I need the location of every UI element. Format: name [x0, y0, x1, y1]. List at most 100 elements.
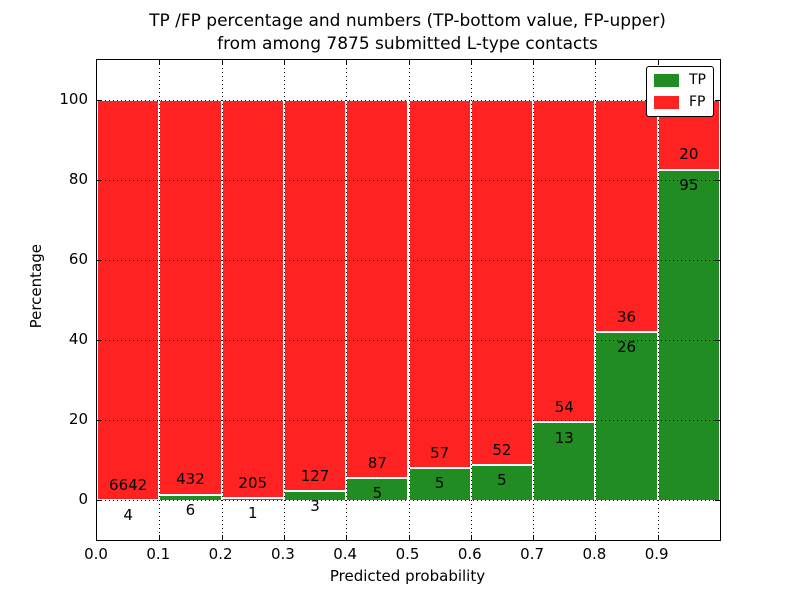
x-tick-label: 0.6 [457, 545, 482, 563]
y-tick-label: 20 [68, 409, 88, 428]
gridline-vertical [408, 60, 410, 540]
bar-label-fp: 20 [679, 145, 699, 164]
y-tick-mark [97, 260, 102, 261]
x-tick-mark [408, 535, 410, 540]
bar-segment-fp [470, 100, 534, 465]
x-tick-mark [595, 535, 597, 540]
legend: TP FP [646, 66, 714, 117]
x-tick-mark [221, 60, 223, 65]
bar-segment-fp [159, 100, 222, 495]
y-tick-mark [715, 100, 720, 101]
x-tick-label: 0.0 [84, 545, 108, 563]
chart-title-line2: from among 7875 submitted L-type contact… [217, 34, 598, 54]
bar-label-fp: 36 [616, 308, 637, 327]
y-tick-label: 60 [68, 249, 88, 268]
x-tick-mark [595, 60, 597, 65]
x-axis-label: Predicted probability [329, 567, 486, 585]
bar-label-fp: 127 [300, 466, 330, 485]
bar-label-tp: 5 [497, 471, 507, 490]
y-tick-mark [715, 500, 720, 501]
y-tick-mark [715, 260, 720, 261]
x-tick-label: 0.2 [208, 545, 233, 563]
x-tick-mark [657, 535, 659, 540]
bar-label-fp: 6642 [109, 475, 148, 494]
bar-label-fp: 57 [430, 443, 450, 462]
bar-label-tp: 6 [185, 500, 196, 519]
y-tick-label: 0 [78, 489, 88, 508]
bar-label-fp: 205 [238, 473, 268, 492]
bar-segment-fp [408, 100, 471, 468]
bar-label-tp: 3 [310, 496, 320, 515]
bar-label-tp: 4 [123, 505, 133, 524]
y-tick-mark [715, 340, 720, 341]
bar-label-tp: 13 [554, 428, 574, 447]
bar-segment-tp [533, 422, 596, 500]
x-tick-label: 0.3 [270, 545, 295, 563]
x-tick-mark [159, 535, 161, 540]
legend-swatch-fp [654, 96, 679, 109]
gridline-vertical [159, 60, 161, 540]
bar-label-tp: 5 [434, 473, 445, 492]
bar-label-tp: 95 [679, 175, 699, 194]
bar-label-fp: 54 [554, 398, 574, 417]
x-tick-mark [408, 60, 410, 65]
x-tick-mark [346, 535, 348, 540]
bar-label-tp: 26 [616, 338, 637, 357]
bar-segment-fp [283, 100, 347, 491]
legend-swatch-tp [654, 74, 679, 87]
x-tick-mark [283, 60, 285, 65]
bar-segment-fp [595, 100, 658, 333]
y-tick-label: 100 [59, 89, 88, 108]
bar-label-tp: 5 [372, 484, 383, 503]
x-tick-mark [159, 60, 161, 65]
legend-label: FP [689, 94, 706, 110]
x-tick-mark [533, 535, 535, 540]
legend-label: TP [689, 72, 706, 88]
x-tick-mark [470, 60, 472, 65]
chart-title: TP /FP percentage and numbers (TP-bottom… [96, 10, 719, 56]
x-tick-mark [283, 535, 285, 540]
plot-area: 6642 4 432 6 205 1 127 3 87 5 57 5 52 5 54 13 36 26 20 95 [96, 59, 721, 541]
bar-label-fp: 52 [492, 440, 512, 459]
bar-label-fp: 432 [176, 470, 205, 489]
bar-segment-fp [97, 100, 160, 500]
bar-segment-fp [346, 100, 409, 479]
x-tick-mark [533, 60, 535, 65]
bar-label-tp: 1 [247, 504, 258, 523]
y-tick-mark [97, 100, 102, 101]
x-tick-label: 0.5 [395, 545, 420, 563]
x-tick-label: 0.4 [333, 545, 358, 563]
y-tick-mark [715, 420, 720, 421]
bar-label-fp: 87 [367, 454, 387, 473]
gridline-vertical [221, 60, 223, 540]
gridline-vertical [346, 60, 348, 540]
x-tick-mark [346, 60, 348, 65]
y-tick-label: 80 [68, 169, 88, 188]
x-tick-label: 0.9 [644, 545, 669, 563]
y-tick-mark [715, 180, 720, 181]
gridline-vertical [657, 60, 659, 540]
gridline-vertical [533, 60, 535, 540]
legend-item: FP [654, 95, 706, 110]
x-tick-label: 0.1 [146, 545, 171, 563]
gridline-vertical [283, 60, 285, 540]
y-tick-label: 40 [68, 329, 88, 348]
bar-segment-fp [533, 100, 596, 423]
y-tick-mark [97, 340, 102, 341]
x-tick-mark [221, 535, 223, 540]
legend-item: TP [654, 73, 706, 88]
chart-title-line1: TP /FP percentage and numbers (TP-bottom… [149, 11, 666, 31]
x-tick-mark [657, 60, 659, 65]
x-tick-label: 0.8 [582, 545, 607, 563]
bar-segment-tp [595, 332, 658, 500]
gridline-vertical [470, 60, 472, 540]
y-tick-mark [97, 180, 102, 181]
bar-segment-tp [408, 467, 471, 500]
bar-segment-fp [221, 100, 284, 499]
x-tick-label: 0.7 [520, 545, 545, 563]
bar-segment-tp [657, 169, 720, 500]
y-tick-mark [97, 500, 102, 501]
y-tick-mark [97, 420, 102, 421]
bar-segment-tp [470, 464, 534, 500]
